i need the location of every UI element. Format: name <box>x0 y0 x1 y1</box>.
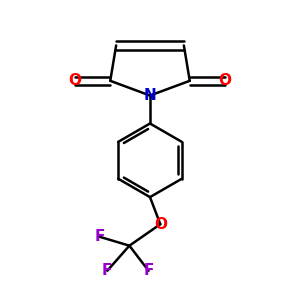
Text: F: F <box>102 263 112 278</box>
Text: O: O <box>154 217 167 232</box>
Text: N: N <box>144 88 156 103</box>
Text: O: O <box>68 73 81 88</box>
Text: O: O <box>219 73 232 88</box>
Text: F: F <box>95 230 105 244</box>
Text: F: F <box>143 263 154 278</box>
